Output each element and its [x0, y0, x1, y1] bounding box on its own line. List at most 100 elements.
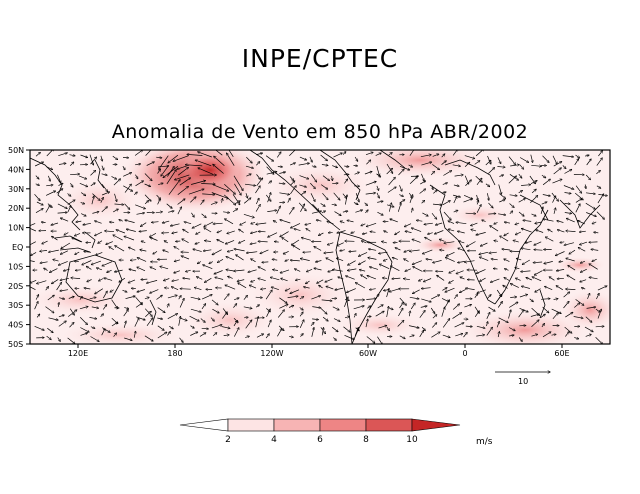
- wind-vector: [150, 238, 158, 241]
- wind-vector: [177, 167, 188, 176]
- wind-vector: [90, 336, 100, 342]
- wind-vector: [566, 218, 575, 223]
- wind-vector: [441, 161, 447, 165]
- wind-vector: [566, 289, 576, 290]
- wind-vector: [202, 194, 215, 195]
- wind-vector: [215, 277, 224, 280]
- wind-vector: [124, 184, 131, 193]
- wind-vector: [534, 241, 542, 245]
- wind-vector: [441, 154, 445, 158]
- wind-vector: [322, 328, 323, 336]
- wind-vector: [290, 163, 295, 166]
- wind-vector: [277, 310, 284, 318]
- wind-vector: [266, 172, 277, 175]
- wind-vector: [565, 312, 573, 318]
- wind-vector: [289, 207, 294, 215]
- wind-vector: [488, 202, 494, 208]
- wind-vector: [435, 230, 444, 235]
- wind-vector: [69, 308, 74, 315]
- lat-label: 40S: [8, 321, 23, 330]
- wind-vector: [499, 193, 505, 199]
- wind-vector: [36, 314, 40, 318]
- wind-vector: [152, 222, 159, 223]
- wind-vector: [564, 213, 572, 214]
- wind-vector: [359, 270, 366, 271]
- wind-vector: [101, 174, 108, 175]
- wind-vector: [409, 195, 413, 204]
- wind-vector: [425, 237, 432, 242]
- wind-vector: [487, 193, 489, 200]
- wind-vector: [392, 258, 398, 260]
- wind-vector: [261, 289, 266, 290]
- wind-vector: [288, 305, 294, 308]
- wind-vector: [367, 306, 370, 309]
- wind-vector: [586, 159, 591, 166]
- wind-vector: [177, 207, 182, 215]
- wind-vector: [217, 258, 224, 262]
- wind-vector: [442, 334, 450, 337]
- wind-vector: [134, 150, 143, 156]
- wind-vector: [135, 174, 137, 179]
- wind-vector: [193, 249, 202, 252]
- wind-vector: [465, 326, 473, 327]
- wind-vector: [210, 317, 214, 322]
- wind-vector: [384, 231, 388, 233]
- wind-vector: [128, 279, 136, 283]
- wind-vector: [388, 177, 396, 186]
- wind-vector: [449, 279, 454, 283]
- wind-vector: [164, 241, 168, 244]
- colorbar-bin: [319, 418, 367, 432]
- wind-vectors: [30, 150, 608, 344]
- wind-vector: [265, 334, 269, 339]
- wind-vector: [386, 168, 393, 175]
- wind-vector: [254, 318, 265, 319]
- wind-vector: [367, 276, 377, 280]
- wind-vector: [260, 249, 269, 254]
- wind-vector: [95, 288, 103, 294]
- wind-vector: [225, 285, 236, 290]
- wind-vector: [355, 210, 362, 213]
- wind-vector: [278, 183, 285, 184]
- wind-vector: [137, 267, 146, 272]
- wind-vector: [552, 313, 558, 320]
- wind-vector: [48, 317, 59, 320]
- wind-vector: [291, 239, 300, 245]
- colorbar-low-triangle: [179, 418, 229, 432]
- wind-vector: [280, 220, 291, 224]
- wind-vector: [405, 268, 411, 272]
- wind-vector: [58, 153, 67, 157]
- wind-vector: [541, 324, 545, 328]
- wind-vector: [382, 241, 387, 243]
- wind-vector: [389, 308, 393, 310]
- wind-vector: [421, 288, 431, 289]
- wind-vector: [185, 165, 203, 166]
- wind-vector: [322, 316, 328, 321]
- wind-vector: [490, 226, 499, 232]
- wind-vector: [136, 213, 145, 214]
- wind-vector: [386, 326, 390, 331]
- wind-vector: [184, 222, 192, 225]
- wind-vector: [370, 232, 376, 233]
- wind-vector: [179, 178, 191, 186]
- wind-vector: [223, 194, 235, 205]
- wind-vector: [585, 316, 592, 323]
- wind-vector: [204, 228, 212, 233]
- wind-vector: [84, 252, 92, 253]
- wind-vector: [432, 315, 437, 319]
- wind-vector: [559, 261, 564, 262]
- wind-vector: [107, 269, 112, 272]
- wind-vector: [299, 297, 304, 300]
- wind-vector: [476, 232, 486, 235]
- lon-label: 120W: [260, 349, 283, 358]
- lat-label: 40N: [8, 165, 24, 174]
- wind-vector: [170, 223, 180, 226]
- wind-vector: [531, 189, 536, 194]
- wind-vector: [68, 297, 74, 299]
- wind-vector: [301, 238, 311, 241]
- wind-vector: [540, 207, 543, 214]
- wind-vector: [238, 283, 247, 289]
- wind-vector: [179, 298, 184, 308]
- wind-vector: [349, 251, 357, 252]
- wind-vector: [109, 247, 114, 250]
- wind-vector: [201, 295, 212, 300]
